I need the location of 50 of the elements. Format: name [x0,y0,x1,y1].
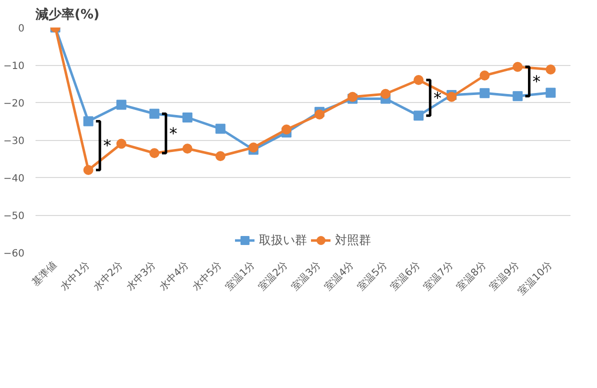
point [182,112,192,122]
point [215,151,226,162]
y-tick-label: −30 [3,136,25,147]
x-tick-label: 水中2分 [91,258,126,294]
point [182,144,192,154]
point [116,100,126,110]
annotation: * [532,72,541,91]
point [83,116,94,126]
point [248,142,258,152]
y-tick-label: −40 [3,174,25,184]
point [215,124,226,134]
point [480,70,490,80]
x-tick-label: 室温2分 [256,258,290,294]
y-tick-label: −20 [3,98,25,110]
x-tick-label: 室温4分 [322,258,356,294]
y-tick-label: −50 [3,211,25,222]
x-tick-label: 水中5分 [190,258,224,294]
x-tick-label: 室温8分 [454,258,489,294]
x-tick-label: 水中1分 [58,258,92,294]
annotation: * [103,136,112,156]
y-tick-label: 0 [18,24,25,34]
x-tick-label: 室温1分 [223,258,258,294]
point [281,124,292,134]
x-tick-label: 室温6分 [388,258,422,294]
chart-title: 減少率(%) [34,6,100,22]
y-tick-label: −10 [3,61,25,72]
x-tick-label: 室温7分 [421,258,456,294]
point [414,75,424,85]
point [116,138,126,149]
point [149,108,160,119]
point [83,165,94,175]
point [546,64,556,74]
annotation: * [433,88,442,108]
point [546,88,556,98]
legend-label: 対照群 [335,232,371,248]
point [512,91,523,102]
y-tick-label: −60 [3,248,25,260]
point [480,88,490,98]
x-tick-label: 室温5分 [355,258,390,294]
x-tick-label: 水中3分 [124,258,158,294]
x-tick-label: 水中4分 [157,258,192,294]
annotation: * [169,124,178,143]
point [414,110,424,121]
point [149,148,160,158]
point [512,62,523,72]
point [380,88,391,99]
point [314,110,325,120]
x-tick-label: 室温3分 [289,258,324,294]
x-tick-label: 基準値 [30,258,60,289]
legend-label: 取扱い群 [259,232,307,248]
